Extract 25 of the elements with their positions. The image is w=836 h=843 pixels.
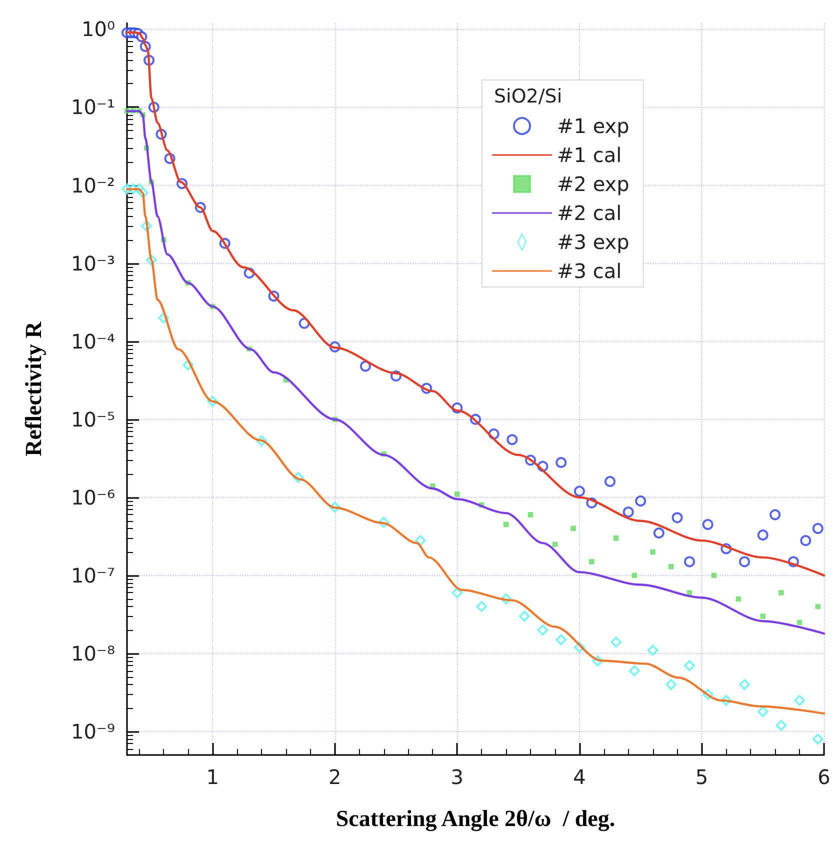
legend-label: #1 cal	[557, 143, 622, 167]
y-tick-label: 10⁻⁴	[70, 329, 115, 354]
y-tick-label: 10⁻¹	[70, 95, 115, 120]
x-tick-label: 6	[818, 765, 830, 789]
y-tick-label: 10⁻⁸	[70, 641, 115, 666]
y-tick-label: 10⁻⁶	[70, 485, 115, 510]
y-axis-title: Reflectivity R	[21, 321, 46, 456]
legend-title: SiO2/Si	[494, 86, 562, 108]
y-tick-label: 10⁻²	[70, 173, 115, 198]
y-tick-label: 10⁰	[82, 17, 115, 42]
x-tick-label: 3	[450, 765, 464, 789]
y-tick-label: 10⁻³	[70, 251, 115, 276]
x-axis-title: Scattering Angle 2θ/ω / deg.	[336, 806, 616, 832]
y-tick-label: 10⁻⁵	[70, 407, 115, 432]
x-tick-label: 4	[573, 765, 586, 789]
legend-label: #3 exp	[557, 230, 630, 254]
y-tick-label: 10⁻⁷	[70, 563, 115, 588]
x-tick-label: 5	[695, 765, 708, 789]
legend-label: #2 exp	[557, 172, 630, 196]
y-tick-label: 10⁻⁹	[70, 720, 115, 744]
legend-label: #2 cal	[557, 201, 622, 225]
x-tick-label: 1	[206, 765, 219, 789]
legend-label: #3 cal	[557, 259, 622, 283]
x-tick-label: 2	[328, 765, 342, 789]
legend-label: #1 exp	[557, 114, 630, 138]
